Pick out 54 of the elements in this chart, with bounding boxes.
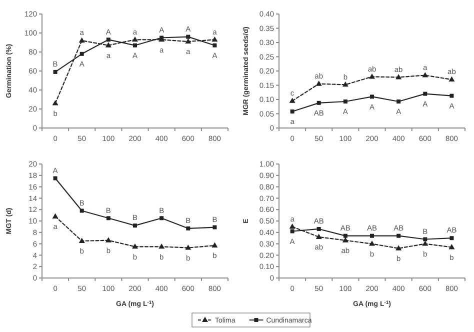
- point: [423, 92, 428, 96]
- point: [448, 244, 455, 250]
- point: [80, 52, 84, 56]
- point: [132, 36, 138, 42]
- point: [369, 240, 375, 246]
- point: [80, 208, 84, 213]
- point: [185, 244, 192, 250]
- point: [316, 234, 322, 239]
- point: [186, 226, 190, 230]
- point: [52, 100, 58, 106]
- point: [396, 99, 401, 104]
- point: [396, 245, 402, 250]
- point: [133, 224, 137, 228]
- point: [185, 38, 192, 44]
- point: [316, 100, 321, 105]
- point: [212, 242, 218, 248]
- point: [290, 229, 294, 234]
- point: [212, 43, 217, 48]
- point: [78, 238, 85, 243]
- point: [289, 98, 296, 103]
- point: [342, 81, 348, 87]
- point: [343, 234, 348, 238]
- point: [342, 237, 348, 242]
- point: [316, 226, 321, 231]
- point: [53, 70, 58, 74]
- point: [370, 234, 374, 238]
- point: [212, 225, 217, 230]
- point: [422, 72, 428, 78]
- point: [343, 99, 348, 104]
- point: [450, 94, 454, 98]
- point: [133, 43, 137, 48]
- point: [106, 38, 110, 42]
- point: [423, 237, 428, 242]
- point: [316, 80, 322, 86]
- point: [422, 240, 428, 246]
- point: [132, 243, 138, 249]
- point: [105, 237, 112, 242]
- point: [448, 76, 455, 82]
- point: [370, 94, 374, 99]
- point: [160, 216, 164, 220]
- point: [396, 234, 401, 238]
- point: [212, 36, 218, 42]
- point: [78, 37, 85, 43]
- point: [396, 74, 402, 80]
- point: [158, 243, 165, 249]
- point: [106, 216, 110, 220]
- point: [105, 42, 112, 48]
- point: [53, 176, 58, 180]
- point: [289, 224, 296, 229]
- point: [186, 34, 190, 39]
- point: [450, 236, 454, 240]
- point: [290, 109, 294, 114]
- point: [52, 213, 58, 218]
- point: [369, 74, 375, 79]
